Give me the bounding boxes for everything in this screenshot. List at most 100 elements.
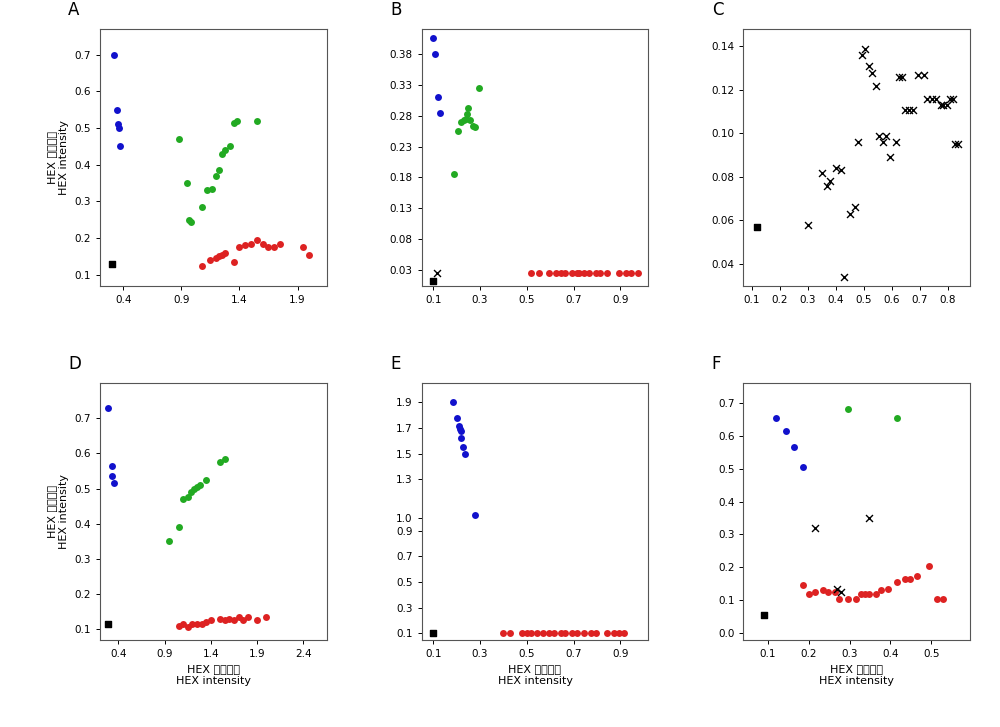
Point [231, 611, 247, 623]
Point [198, 616, 214, 628]
Point [110, 119, 126, 130]
Point [933, 100, 949, 111]
Point [100, 618, 116, 630]
Point [519, 627, 535, 639]
Point [249, 115, 265, 126]
Point [450, 125, 466, 137]
Point [815, 585, 831, 596]
Point [266, 241, 282, 253]
Point [211, 251, 227, 262]
Point [226, 614, 242, 626]
Point [836, 271, 852, 283]
Point [214, 249, 230, 260]
Point [807, 586, 823, 598]
Point [947, 139, 963, 150]
Point [171, 521, 187, 533]
Point [894, 71, 910, 83]
Point [181, 214, 197, 225]
Point [888, 137, 904, 148]
Point [203, 614, 219, 626]
Text: C: C [712, 1, 723, 19]
Point [175, 618, 191, 630]
Point [889, 577, 905, 588]
Point [756, 609, 772, 621]
Point [458, 113, 474, 124]
Point [457, 448, 473, 459]
Point [850, 137, 866, 148]
Point [235, 614, 251, 626]
Point [471, 82, 487, 94]
Text: B: B [390, 1, 401, 19]
Point [109, 104, 125, 116]
Point [833, 164, 849, 176]
Point [217, 144, 233, 156]
Point [217, 247, 233, 259]
Point [875, 137, 891, 148]
Point [425, 275, 441, 286]
Point [935, 593, 951, 604]
Point [523, 268, 539, 279]
Point [180, 491, 196, 503]
Point [548, 268, 564, 279]
Point [226, 256, 242, 268]
Point [204, 182, 220, 194]
Point [831, 593, 847, 604]
Point [822, 175, 838, 187]
Point [840, 403, 856, 415]
Point [104, 460, 120, 472]
Point [564, 268, 580, 279]
Point [853, 588, 869, 600]
Point [467, 121, 483, 132]
Point [104, 470, 120, 482]
Point [606, 627, 622, 639]
Point [592, 268, 608, 279]
Point [588, 268, 604, 279]
Point [194, 260, 210, 271]
Point [599, 627, 615, 639]
Point [630, 268, 646, 279]
Point [212, 613, 228, 624]
Point [942, 93, 958, 105]
Point [460, 103, 476, 114]
Point [795, 579, 811, 591]
Point [432, 107, 448, 119]
Point [179, 177, 195, 189]
Point [795, 461, 811, 473]
Point [272, 238, 288, 249]
Point [861, 60, 877, 72]
Point [891, 71, 907, 83]
Point [465, 121, 481, 132]
Point [161, 536, 177, 547]
Point [878, 130, 894, 142]
Point [462, 114, 478, 126]
Point [564, 627, 580, 639]
Point [217, 614, 233, 626]
X-axis label: HEX 信号强度
HEX intensity: HEX 信号强度 HEX intensity [819, 664, 894, 686]
Text: A: A [68, 1, 80, 19]
Point [459, 108, 475, 120]
Point [453, 116, 469, 128]
Point [523, 627, 539, 639]
Text: D: D [68, 355, 81, 373]
X-axis label: HEX 信号强度
HEX intensity: HEX 信号强度 HEX intensity [498, 664, 572, 686]
Point [576, 268, 592, 279]
Point [800, 219, 816, 230]
Point [588, 627, 604, 639]
Point [801, 588, 817, 600]
Point [950, 139, 966, 150]
Point [295, 241, 311, 253]
Point [829, 583, 845, 595]
Point [916, 69, 932, 81]
Point [928, 93, 944, 105]
Point [905, 104, 921, 116]
Point [202, 254, 218, 266]
Point [557, 627, 573, 639]
Point [848, 593, 864, 604]
Point [902, 573, 918, 585]
Point [616, 627, 632, 639]
Point [569, 627, 585, 639]
Point [909, 570, 925, 582]
Point [873, 585, 889, 596]
Point [553, 268, 569, 279]
Point [861, 588, 877, 600]
